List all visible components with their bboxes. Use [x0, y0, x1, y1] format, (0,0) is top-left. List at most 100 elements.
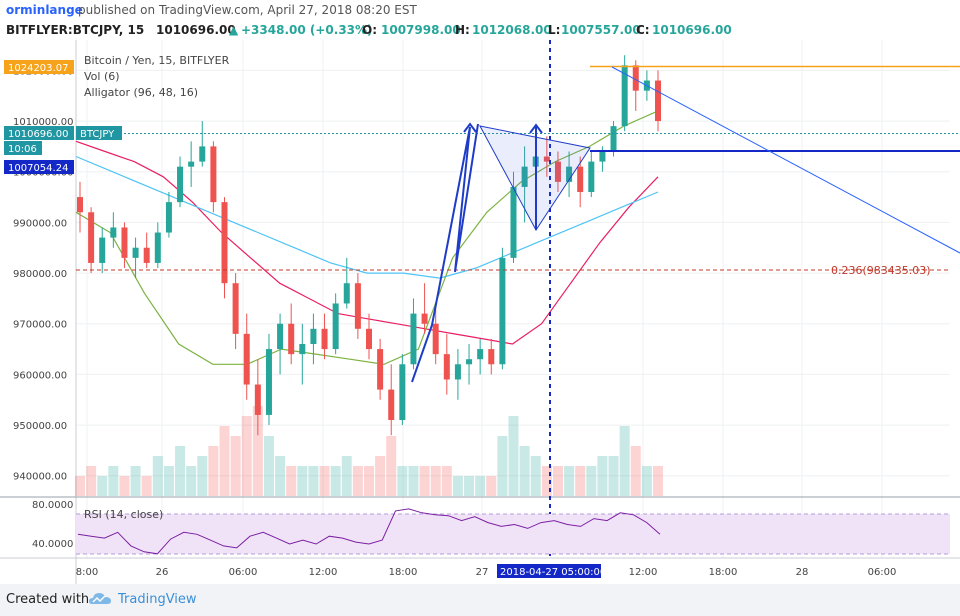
volume-bar [341, 456, 352, 496]
x-tick-label: 06:00 [868, 567, 897, 578]
x-tick-label: 8:00 [76, 567, 98, 578]
candle-up [477, 349, 484, 360]
volume-bar [452, 476, 463, 496]
y-tick-label: 950000.00 [13, 421, 67, 432]
tradingview-brand-link[interactable]: TradingView [118, 592, 197, 607]
candle-up [566, 166, 573, 182]
blue-line-price-tag: 1007054.24 [8, 163, 68, 174]
candle-down [554, 161, 561, 182]
candle-up [132, 247, 139, 258]
volume-bar [419, 466, 430, 496]
candle-up [177, 166, 184, 203]
candle-up [599, 151, 606, 162]
up-arrow-icon: ▲ [229, 23, 239, 37]
volume-bar [163, 466, 174, 496]
volume-bar [319, 466, 330, 496]
y-tick-label: 1010000.00 [13, 117, 73, 128]
candle-up [265, 349, 272, 415]
high-line-price-tag: 1024203.07 [8, 63, 68, 74]
x-tick-label: 18:00 [389, 567, 418, 578]
time-cursor-tag: 2018-04-27 05:00:00 [500, 567, 606, 578]
volume-bar [297, 466, 308, 496]
candle-up [110, 227, 117, 238]
candle-down [366, 328, 372, 350]
candle-up [499, 257, 506, 365]
candle-up [277, 323, 284, 350]
volume-bar [75, 476, 85, 496]
candle-up [410, 313, 417, 365]
rsi-band [76, 514, 950, 554]
alligator-indicator-label: Alligator (96, 48, 16) [84, 86, 198, 99]
volume-bar [619, 426, 630, 496]
price-chart[interactable]: RSI (14, close) Bitcoin / Yen, 15, BITFL… [0, 40, 960, 584]
author-link[interactable]: orminlange [6, 3, 83, 17]
volume-bar [397, 466, 408, 496]
candle-up [466, 359, 473, 365]
volume-bar [464, 476, 475, 496]
y-tick-label: 980000.00 [13, 269, 67, 280]
arrow-up-icon [463, 122, 477, 133]
symbol-label[interactable]: BITFLYER:BTCJPY, 15 [6, 23, 145, 37]
last-price: 1010696.00 [156, 23, 236, 37]
candle-up [332, 303, 339, 350]
created-with-text: Created with [6, 592, 90, 607]
volume-bar [653, 466, 663, 496]
x-tick-label: 12:00 [629, 567, 658, 578]
wave-drawing[interactable] [411, 123, 479, 383]
candle-down [655, 80, 661, 122]
candle-down [354, 283, 361, 329]
volume-bar [275, 456, 286, 496]
y-tick-label: 940000.00 [13, 472, 67, 483]
candle-up [299, 344, 306, 355]
candle-up [510, 186, 517, 258]
volume-bar [486, 476, 497, 496]
candle-up [165, 202, 172, 233]
candle-up [621, 65, 628, 127]
volume-bar [608, 456, 619, 496]
candle-down [577, 166, 584, 192]
candle-down [632, 65, 639, 91]
candle-down [421, 313, 428, 324]
candle-down [210, 146, 217, 203]
volume-bar [86, 466, 97, 496]
trend-line[interactable] [611, 66, 960, 254]
volume-bar [219, 426, 230, 496]
volume-bar [430, 466, 441, 496]
rsi-label: RSI (14, close) [84, 508, 163, 521]
publication-header: orminlange published on TradingView.com,… [0, 0, 960, 20]
volume-bar [597, 456, 608, 496]
x-tick-label: 28 [796, 567, 809, 578]
volume-bar [541, 466, 552, 496]
candle-down [432, 323, 439, 355]
candle-up [399, 364, 406, 420]
candle-down [254, 384, 261, 415]
candle-down [321, 328, 328, 350]
volume-bar [641, 466, 652, 496]
alligator-lips-line [75, 110, 659, 365]
candle-down [543, 156, 550, 162]
candle-down [243, 333, 250, 385]
volume-bar [441, 466, 452, 496]
high-value: 1012068.00 [472, 23, 552, 37]
volume-bar [230, 436, 241, 496]
fib-label: 0.236(983435.03) [831, 264, 931, 277]
candle-up [588, 161, 595, 192]
volume-bar [519, 446, 530, 496]
candle-up [199, 146, 206, 162]
close-label: C: [636, 23, 650, 37]
symbol-tag: BTCJPY [80, 129, 115, 140]
volume-bar [152, 456, 163, 496]
volume-bar [330, 466, 341, 496]
volume-bar [575, 466, 586, 496]
volume-bar [375, 456, 386, 496]
candle-up [310, 328, 317, 344]
volume-bar [386, 436, 397, 496]
candle-down [121, 227, 128, 258]
candle-down [388, 389, 395, 420]
price-change: +3348.00 (+0.33%) [241, 23, 373, 37]
rsi-tick-80: 80.0000 [32, 500, 73, 511]
candle-down [88, 212, 95, 263]
rsi-line [77, 508, 661, 555]
candlesticks [77, 55, 661, 436]
rsi-tick-labels: 80.0000 40.0000 [32, 500, 73, 550]
